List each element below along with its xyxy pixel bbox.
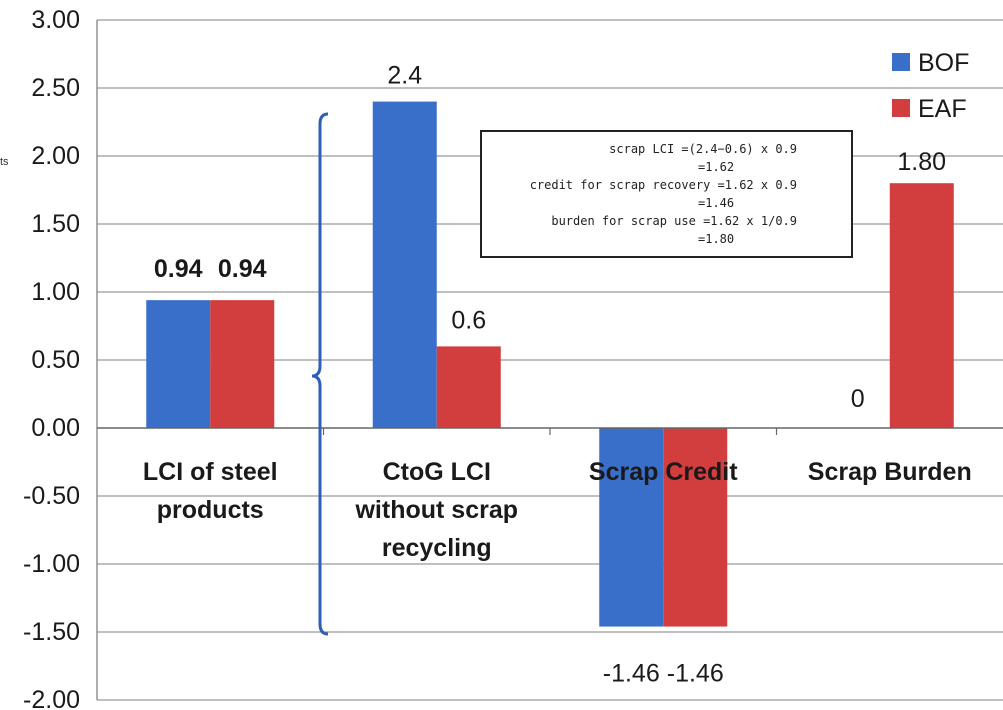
data-label: -1.46 <box>603 660 660 688</box>
category-label: recycling <box>382 534 492 562</box>
data-label: 0 <box>851 385 865 413</box>
legend-swatch-eaf <box>892 99 910 117</box>
y-tick-label: -1.00 <box>23 550 80 578</box>
note-line: =1.80 <box>698 232 735 246</box>
y-tick-label: 0.00 <box>31 414 80 442</box>
data-label: 2.4 <box>387 62 422 90</box>
bar-bof <box>599 428 664 627</box>
bar-eaf <box>436 346 501 428</box>
y-tick-label: 2.50 <box>31 74 80 102</box>
category-label: Scrap Credit <box>589 458 738 486</box>
y-tick-label: 0.50 <box>31 346 80 374</box>
data-label: -1.46 <box>667 660 724 688</box>
category-label: LCI of steel <box>143 458 278 486</box>
y-axis-label: ts <box>0 156 9 168</box>
note-line: credit for scrap recovery =1.62 x 0.9 <box>529 178 797 192</box>
y-tick-label: 3.00 <box>31 6 80 34</box>
y-tick-label: -2.00 <box>23 686 80 710</box>
bar-bof <box>146 300 211 428</box>
data-label: 0.6 <box>451 306 486 334</box>
y-tick-label: 1.00 <box>31 278 80 306</box>
note-line: =1.62 <box>698 160 735 174</box>
brace-bracket <box>311 112 329 636</box>
calculation-note: scrap LCI =(2.4−0.6) x 0.9 =1.62 credit … <box>480 130 853 258</box>
category-label: without scrap <box>354 496 518 524</box>
category-label: Scrap Burden <box>808 458 972 486</box>
y-tick-label: -0.50 <box>23 482 80 510</box>
legend-label-eaf: EAF <box>918 95 967 123</box>
bar-eaf <box>663 428 728 627</box>
data-label: 0.94 <box>218 255 267 283</box>
y-tick-label: -1.50 <box>23 618 80 646</box>
legend-swatch-bof <box>892 53 910 71</box>
bar-eaf <box>210 300 275 428</box>
legend-label-bof: BOF <box>918 49 969 77</box>
y-tick-label: 1.50 <box>31 210 80 238</box>
y-tick-label: 2.00 <box>31 142 80 170</box>
category-label: products <box>157 496 264 524</box>
data-label: 0.94 <box>154 255 203 283</box>
category-label: CtoG LCI <box>383 458 491 486</box>
note-line: burden for scrap use =1.62 x 1/0.9 <box>551 214 797 228</box>
note-line: =1.46 <box>698 196 735 210</box>
bar-eaf <box>889 183 954 428</box>
bar-bof <box>372 101 437 428</box>
data-label: 1.80 <box>897 148 946 176</box>
note-line: scrap LCI =(2.4−0.6) x 0.9 <box>609 142 797 156</box>
